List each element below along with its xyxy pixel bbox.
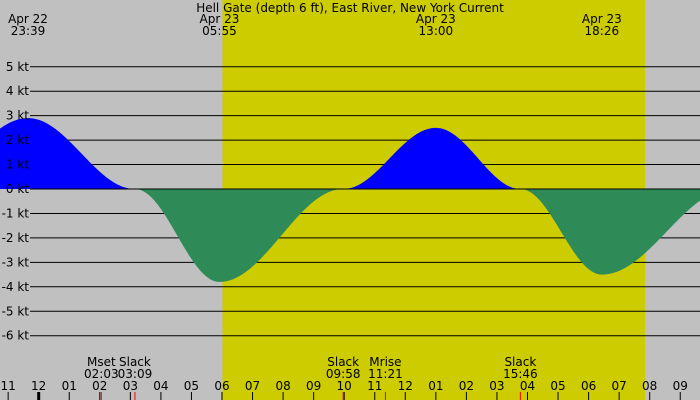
hour-label: 07 — [245, 379, 260, 393]
hour-label: 06 — [581, 379, 596, 393]
hour-label: 08 — [275, 379, 290, 393]
y-tick-label: 4 kt — [6, 84, 29, 98]
y-tick-label: 1 kt — [6, 158, 29, 172]
event-label: Slack — [119, 355, 151, 369]
hour-label: 12 — [31, 379, 46, 393]
hour-label: 11 — [1, 379, 16, 393]
top-label-date: Apr 23 — [416, 12, 456, 26]
hour-label: 04 — [520, 379, 535, 393]
hour-label: 10 — [337, 379, 352, 393]
y-tick-label: -6 kt — [2, 329, 30, 343]
event-time: 15:46 — [503, 367, 538, 381]
hour-label: 04 — [153, 379, 168, 393]
event-time: 03:09 — [118, 367, 153, 381]
hour-label: 12 — [398, 379, 413, 393]
hour-label: 01 — [62, 379, 77, 393]
top-label-time: 23:39 — [11, 24, 46, 38]
y-tick-label: -4 kt — [2, 280, 30, 294]
hour-label: 06 — [214, 379, 229, 393]
top-label-time: 05:55 — [202, 24, 237, 38]
y-tick-label: -1 kt — [2, 206, 30, 220]
hour-label: 01 — [428, 379, 443, 393]
y-tick-label: 5 kt — [6, 60, 29, 74]
event-time: 02:03 — [84, 367, 119, 381]
event-time: 11:21 — [368, 367, 403, 381]
hour-label: 02 — [92, 379, 107, 393]
event-label: Slack — [504, 355, 536, 369]
top-label-date: Apr 22 — [8, 12, 48, 26]
top-label-date: Apr 23 — [582, 12, 622, 26]
y-tick-label: -5 kt — [2, 304, 30, 318]
hour-label: 05 — [550, 379, 565, 393]
y-tick-label: -3 kt — [2, 255, 30, 269]
hour-label: 08 — [642, 379, 657, 393]
top-label-date: Apr 23 — [200, 12, 240, 26]
chart-title: Hell Gate (depth 6 ft), East River, New … — [196, 1, 504, 15]
hour-label: 09 — [673, 379, 688, 393]
flood-area — [0, 118, 700, 189]
hour-label: 09 — [306, 379, 321, 393]
hour-label: 05 — [184, 379, 199, 393]
y-tick-label: -2 kt — [2, 231, 30, 245]
event-time: 09:58 — [326, 367, 361, 381]
hour-label: 07 — [612, 379, 627, 393]
y-tick-label: 2 kt — [6, 133, 29, 147]
y-tick-label: 0 kt — [6, 182, 29, 196]
event-label: Mset — [87, 355, 116, 369]
hour-label: 02 — [459, 379, 474, 393]
event-label: Slack — [327, 355, 359, 369]
ebb-area — [0, 189, 700, 282]
hour-label: 03 — [489, 379, 504, 393]
y-tick-label: 3 kt — [6, 109, 29, 123]
hour-label: 03 — [123, 379, 138, 393]
hour-label: 11 — [367, 379, 382, 393]
top-label-time: 13:00 — [419, 24, 454, 38]
event-label: Mrise — [369, 355, 401, 369]
top-label-time: 18:26 — [585, 24, 620, 38]
